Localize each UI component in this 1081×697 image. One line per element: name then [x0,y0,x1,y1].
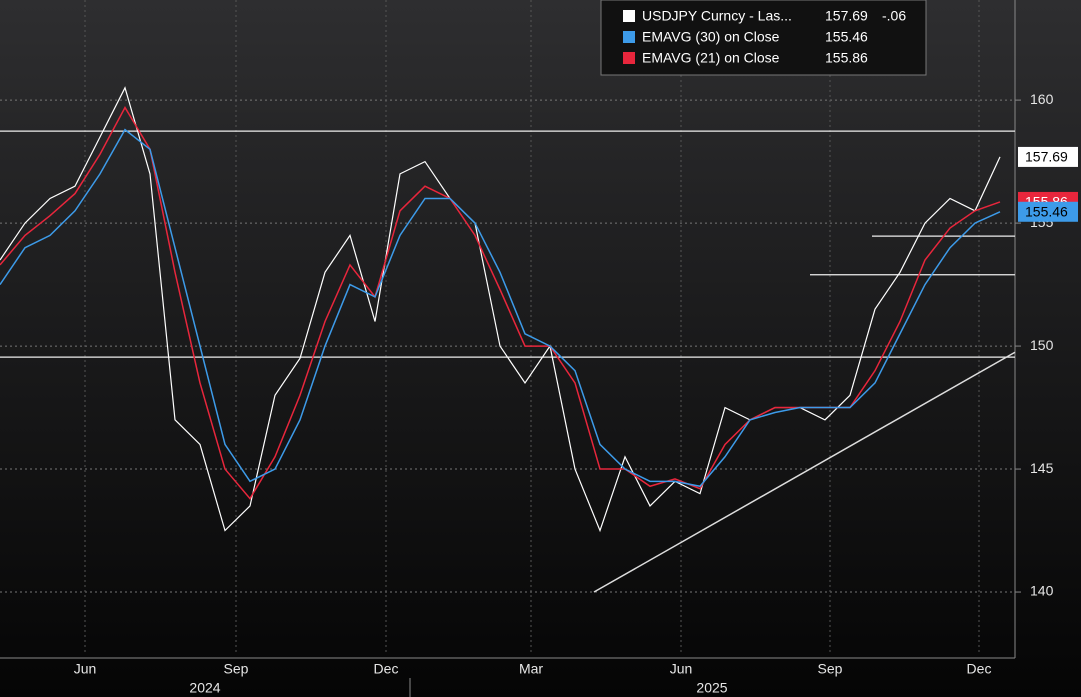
legend-swatch [623,31,635,43]
legend-label: EMAVG (30) on Close [642,29,780,45]
legend-value: 155.46 [825,29,868,45]
x-tick-label: Jun [670,661,693,677]
trendline [593,351,1016,593]
last-value-label: 157.69 [1025,149,1068,165]
legend: USDJPY Curncy - Las... 157.69 -.06 EMAVG… [600,0,927,76]
y-tick-label: 145 [1030,460,1054,476]
y-tick-label: 150 [1030,337,1054,353]
legend-value: 155.86 [825,50,868,66]
legend-label: EMAVG (21) on Close [642,50,780,66]
x-tick-label: Dec [967,661,992,677]
price-line [0,86,1001,533]
x-tick-label: Sep [818,661,843,677]
legend-value: 157.69 [825,8,868,24]
x-tick-label: Mar [519,661,543,677]
ema-line [0,128,1001,488]
y-tick-label: 160 [1030,91,1054,107]
legend-change: -.06 [882,8,906,24]
year-label: 2024 [189,680,220,696]
last-value-label: 155.46 [1025,203,1068,219]
legend-swatch [623,52,635,64]
legend-label: USDJPY Curncy - Las... [642,8,792,24]
last-value-tag [1018,146,1078,167]
x-tick-label: Sep [224,661,249,677]
last-value-tag [1018,201,1078,222]
x-tick-label: Dec [374,661,399,677]
legend-box [600,0,927,76]
year-label: 2025 [696,680,727,696]
x-tick-label: Jun [74,661,97,677]
y-tick-label: 140 [1030,583,1054,599]
legend-swatch [623,10,635,22]
